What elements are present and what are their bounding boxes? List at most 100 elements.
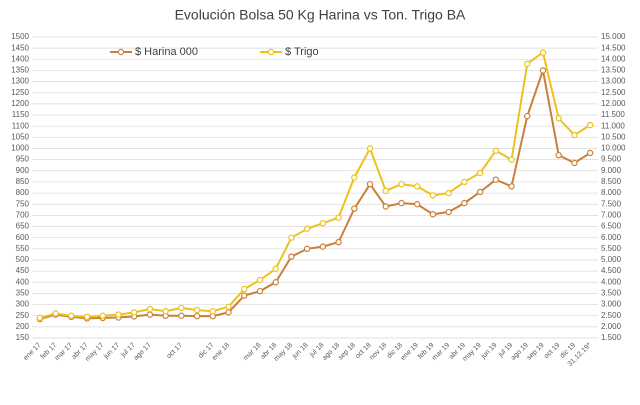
point (445, 208, 452, 216)
series-line (39, 66, 591, 321)
point (52, 310, 59, 317)
x-tick-label: mar 18 (242, 342, 262, 362)
point (99, 312, 106, 319)
y-tick-label: 350 (16, 289, 30, 298)
y-tick-label: 700 (16, 210, 30, 219)
x-tick-label: jun 17 (102, 342, 121, 361)
point (256, 276, 264, 284)
point (241, 292, 248, 299)
y2-tick-label: 10.500 (601, 132, 626, 141)
point (303, 225, 311, 232)
point (586, 121, 594, 129)
point (476, 188, 484, 196)
point (288, 253, 295, 260)
point (366, 180, 374, 188)
chart-title: Evolución Bolsa 50 Kg Harina vs Ton. Tri… (175, 7, 466, 23)
x-tick-label: sep 19 (526, 342, 546, 362)
y2-tick-label: 5.000 (601, 255, 622, 264)
y2-tick-label: 10.000 (601, 144, 626, 153)
point (130, 309, 138, 316)
y-tick-label: 950 (16, 155, 30, 164)
point (272, 265, 279, 273)
y-tick-label: 900 (16, 166, 30, 175)
point (209, 308, 217, 315)
point (272, 279, 279, 286)
y2-tick-label: 15.000 (601, 32, 626, 41)
y-tick-label: 750 (16, 199, 30, 208)
y2-tick-label: 4.500 (601, 266, 622, 275)
point (225, 309, 232, 316)
legend-label: $ Trigo (285, 46, 319, 58)
point (319, 219, 327, 227)
y2-tick-label: 13.000 (601, 77, 626, 86)
x-tick-label: mar 19 (431, 342, 451, 362)
point (36, 314, 44, 322)
point (319, 243, 327, 250)
point (178, 312, 185, 319)
point (476, 169, 484, 177)
y2-tick-label: 4.000 (601, 277, 622, 286)
y-tick-label: 800 (16, 188, 30, 197)
point (571, 159, 578, 167)
y2-tick-label: 13.500 (601, 66, 626, 75)
y2-tick-label: 12.500 (601, 88, 626, 97)
point (193, 312, 201, 320)
point (382, 203, 389, 210)
x-tick-label: jun 19 (479, 342, 498, 361)
y2-tick-label: 11.500 (601, 110, 625, 119)
point (225, 303, 232, 310)
x-tick-label: ago 17 (133, 342, 153, 362)
point (366, 145, 374, 152)
point (539, 49, 547, 56)
y-tick-label: 1200 (11, 99, 29, 108)
point (146, 311, 154, 318)
y-tick-label: 300 (16, 300, 30, 309)
point (429, 211, 437, 218)
y2-tick-label: 12.000 (601, 99, 626, 108)
point (178, 304, 185, 312)
y2-tick-label: 1.500 (601, 333, 622, 342)
y-tick-label: 1250 (11, 88, 29, 97)
point (508, 183, 515, 190)
y-tick-label: 1450 (11, 43, 29, 52)
point (586, 149, 594, 157)
legend-marker (117, 48, 125, 56)
legend-label: $ Harina 000 (135, 46, 198, 58)
y2-tick-label: 5.500 (601, 244, 622, 253)
x-tick-label: mar 17 (54, 342, 74, 362)
y2-tick-label: 14.500 (601, 43, 626, 52)
x-tick-label: ene 18 (211, 342, 231, 362)
y2-tick-label: 3.500 (601, 289, 622, 298)
y-tick-label: 400 (16, 277, 30, 286)
y2-tick-label: 7.000 (601, 210, 622, 219)
y-tick-label: 1300 (11, 77, 29, 86)
point (445, 189, 452, 197)
y-tick-label: 1400 (11, 54, 29, 63)
y-tick-label: 550 (16, 244, 30, 253)
y-tick-label: 200 (16, 322, 30, 331)
point (508, 156, 515, 163)
y2-tick-label: 6.500 (601, 222, 622, 231)
point (413, 183, 421, 190)
y2-tick-label: 7.500 (601, 199, 622, 208)
y2-tick-label: 8.500 (601, 177, 622, 186)
point (241, 285, 248, 293)
y-tick-label: 150 (16, 333, 30, 342)
point (492, 147, 500, 154)
point (335, 214, 342, 221)
point (555, 151, 562, 159)
y2-tick-label: 6.000 (601, 233, 622, 242)
point (539, 67, 547, 74)
y2-tick-label: 9.500 (601, 155, 622, 164)
point (461, 199, 468, 207)
y2-tick-label: 11.000 (601, 121, 625, 130)
y-tick-label: 1000 (11, 144, 29, 153)
y2-tick-label: 14.000 (601, 54, 626, 63)
x-tick-label: oct 19 (543, 342, 562, 361)
point (382, 187, 389, 195)
point (413, 201, 421, 208)
y2-tick-label: 9.000 (601, 166, 622, 175)
point (429, 192, 437, 199)
y-tick-label: 1500 (11, 32, 29, 41)
y-tick-label: 250 (16, 311, 30, 320)
